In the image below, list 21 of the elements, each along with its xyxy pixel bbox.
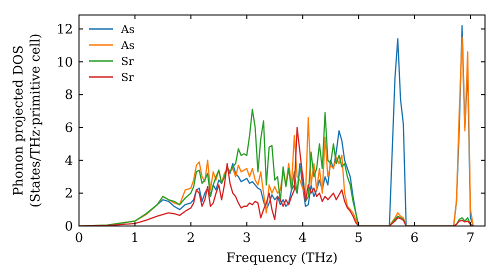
legend-label: As xyxy=(120,38,135,52)
x-tick-label: 4 xyxy=(298,231,307,246)
y-tick-label: 4 xyxy=(64,154,73,169)
y-tick-label: 6 xyxy=(64,121,73,136)
y-tick-label: 8 xyxy=(64,88,73,104)
x-tick-label: 1 xyxy=(130,231,140,246)
x-axis-title: Frequency (THz) xyxy=(226,251,338,266)
x-tick-label: 6 xyxy=(410,231,419,246)
legend-label: Sr xyxy=(121,70,135,84)
x-tick-label: 3 xyxy=(242,231,251,246)
y-tick-label: 10 xyxy=(56,55,73,70)
y-tick-label: 0 xyxy=(64,220,73,235)
legend-label: As xyxy=(120,22,135,36)
x-tick-label: 7 xyxy=(466,231,475,246)
legend-label: Sr xyxy=(121,54,135,68)
y-axis-title: Phonon projected DOS (States/THz·primitive cell) xyxy=(12,33,44,208)
x-tick-label: 5 xyxy=(354,231,363,246)
x-tick-label: 2 xyxy=(186,231,195,246)
y-tick-label: 2 xyxy=(64,186,73,202)
x-tick-label: 0 xyxy=(74,231,84,246)
y-tick-label: 12 xyxy=(56,22,73,38)
